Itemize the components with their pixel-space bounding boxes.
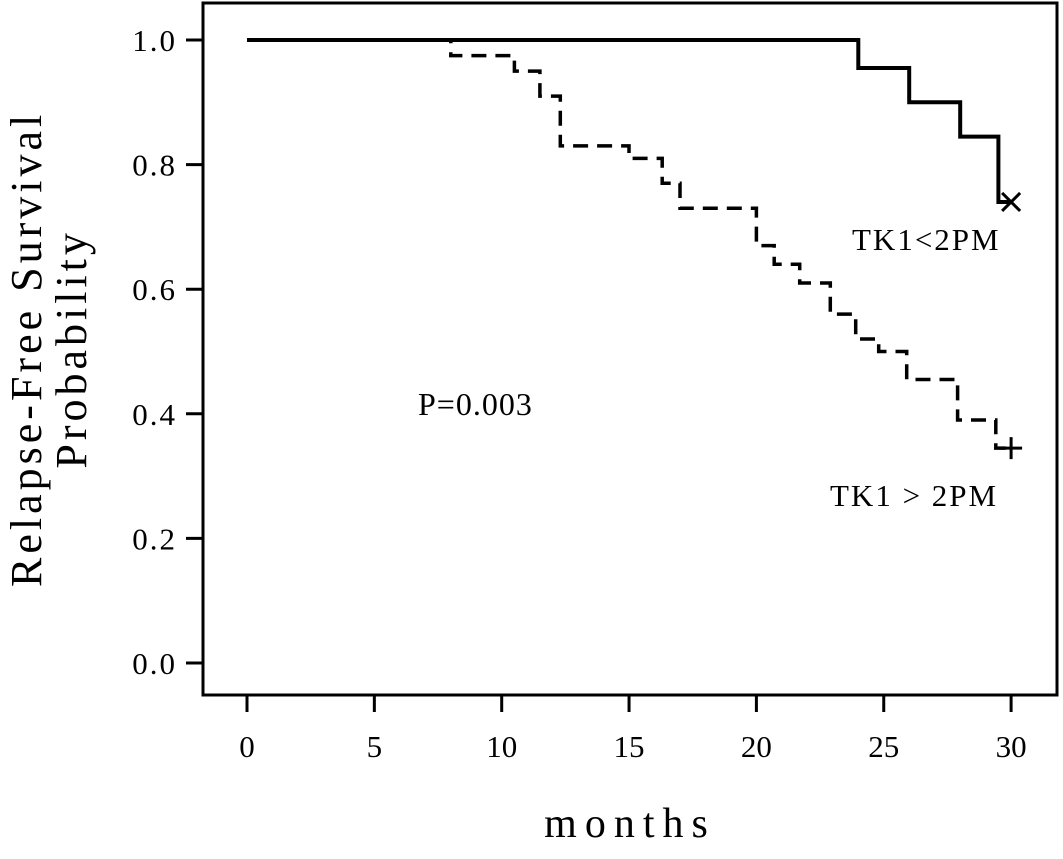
plot-border xyxy=(201,1,1059,697)
x-tick-label: 15 xyxy=(614,729,645,764)
x-tick-label: 0 xyxy=(239,729,255,764)
x-tick-label: 20 xyxy=(741,729,772,764)
series-label-tk1-low: TK1<2PM xyxy=(852,222,1001,257)
y-axis-label-text: Relapse-Free Survival Probability xyxy=(2,110,96,588)
y-tick-label: 0.0 xyxy=(132,646,177,681)
x-tick-label: 5 xyxy=(367,729,383,764)
y-tick-label: 0.6 xyxy=(132,272,177,307)
y-tick-label: 1.0 xyxy=(132,23,177,58)
censor-mark-x-icon xyxy=(1001,191,1022,213)
series-label-tk1-high: TK1 > 2PM xyxy=(830,478,999,513)
p-value-annotation: P=0.003 xyxy=(418,386,533,422)
y-tick-label: 0.4 xyxy=(132,397,177,432)
survival-curve-tk1-high xyxy=(247,38,1012,450)
y-tick-label: 0.2 xyxy=(132,521,177,556)
x-tick-label: 10 xyxy=(486,729,517,764)
x-axis-label: months xyxy=(544,801,716,847)
y-axis-label: Relapse-Free Survival Probability xyxy=(0,3,100,695)
x-tick-label: 30 xyxy=(996,729,1027,764)
y-tick-label: 0.8 xyxy=(132,148,177,183)
y-axis-label-line1: Relapse-Free Survival xyxy=(2,110,52,588)
x-tick-label: 25 xyxy=(868,729,899,764)
survival-curve-tk1-low xyxy=(247,38,1012,204)
y-axis-label-line2: Probability xyxy=(47,229,96,469)
censor-mark-plus-icon xyxy=(1000,437,1023,460)
